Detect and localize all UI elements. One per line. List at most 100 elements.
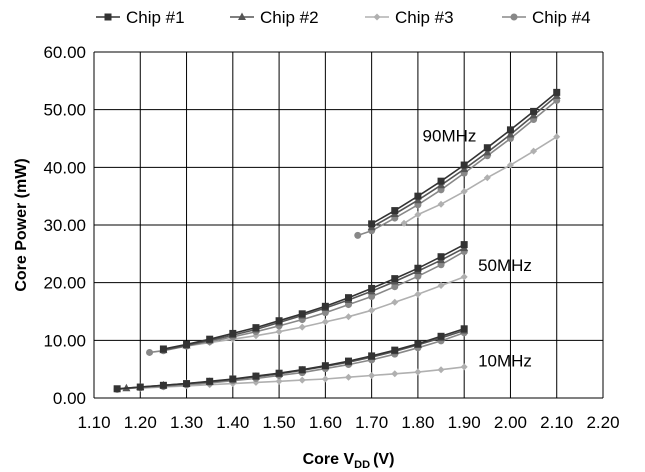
data-point bbox=[506, 129, 515, 138]
data-point bbox=[391, 283, 399, 291]
series-chip-4 bbox=[113, 96, 561, 393]
data-point bbox=[368, 352, 376, 360]
x-axis-title: Core VDD (V) bbox=[303, 451, 395, 471]
data-point bbox=[506, 161, 514, 169]
y-tick-label: 40.00 bbox=[43, 158, 86, 177]
data-point bbox=[437, 253, 445, 261]
x-tick-label: 1.30 bbox=[170, 413, 203, 432]
x-axis-title-unit: (V) bbox=[373, 451, 394, 468]
data-point bbox=[460, 363, 468, 371]
data-point bbox=[483, 174, 491, 182]
data-point bbox=[414, 272, 422, 280]
x-tick-label: 1.50 bbox=[263, 413, 296, 432]
data-point bbox=[391, 346, 399, 354]
data-point bbox=[275, 317, 283, 325]
data-point bbox=[437, 366, 445, 374]
grid-lines bbox=[93, 51, 604, 399]
data-point bbox=[530, 147, 538, 155]
x-tick-label: 2.10 bbox=[540, 413, 573, 432]
data-point bbox=[159, 345, 167, 353]
series-line bbox=[357, 99, 558, 237]
series-line bbox=[117, 332, 465, 391]
data-point bbox=[252, 372, 260, 380]
data-point bbox=[506, 126, 514, 134]
y-tick-label: 0.00 bbox=[53, 389, 86, 408]
data-point bbox=[354, 231, 362, 239]
data-point bbox=[530, 107, 538, 115]
x-tick-label: 1.10 bbox=[77, 413, 110, 432]
data-point bbox=[414, 211, 422, 219]
data-point bbox=[275, 369, 283, 377]
data-point bbox=[368, 293, 376, 301]
data-point bbox=[275, 328, 283, 336]
frequency-label: 50MHz bbox=[478, 256, 532, 275]
x-tick-label: 2.20 bbox=[586, 413, 619, 432]
legend-item: Chip #4 bbox=[502, 8, 591, 27]
data-point bbox=[206, 377, 214, 385]
data-point bbox=[321, 318, 329, 326]
legend-marker bbox=[510, 13, 518, 21]
data-point bbox=[345, 294, 352, 302]
data-point bbox=[275, 377, 283, 385]
data-point bbox=[368, 306, 376, 314]
data-point bbox=[159, 381, 167, 389]
y-axis-title: Core Power (mW) bbox=[13, 158, 30, 291]
data-point bbox=[460, 273, 468, 281]
data-point bbox=[183, 340, 191, 348]
x-tick-label: 1.20 bbox=[124, 413, 157, 432]
data-point bbox=[391, 275, 399, 283]
series-line bbox=[163, 247, 465, 351]
x-tick-label: 1.70 bbox=[355, 413, 388, 432]
data-point bbox=[345, 373, 352, 381]
data-point bbox=[252, 324, 260, 332]
data-point bbox=[391, 370, 399, 378]
data-point bbox=[345, 313, 352, 321]
data-point bbox=[553, 88, 561, 96]
data-point bbox=[414, 368, 422, 376]
data-point bbox=[368, 220, 376, 228]
data-point bbox=[136, 383, 144, 391]
data-point bbox=[113, 385, 121, 393]
data-point bbox=[414, 290, 422, 298]
data-point bbox=[414, 192, 422, 200]
series-line bbox=[163, 243, 465, 350]
data-point bbox=[146, 348, 154, 356]
y-tick-label: 60.00 bbox=[43, 43, 86, 62]
legend-label: Chip #2 bbox=[260, 8, 319, 27]
y-tick-label: 30.00 bbox=[43, 216, 86, 235]
data-point bbox=[483, 144, 491, 152]
legend-item: Chip #1 bbox=[96, 8, 185, 27]
series-line bbox=[117, 328, 465, 390]
data-point bbox=[229, 375, 237, 383]
data-point bbox=[437, 332, 445, 340]
legend-marker bbox=[238, 12, 246, 20]
x-tick-labels: 1.10 1.20 1.30 1.40 1.50 1.60 1.70 1.80 1.90 2.00… bbox=[77, 413, 619, 432]
data-point bbox=[345, 357, 352, 365]
legend-label: Chip #4 bbox=[532, 8, 591, 27]
x-tick-label: 1.60 bbox=[309, 413, 342, 432]
data-point bbox=[460, 188, 468, 196]
y-tick-label: 50.00 bbox=[43, 101, 86, 120]
legend-item: Chip #2 bbox=[230, 8, 319, 27]
data-point bbox=[460, 325, 468, 333]
legend-item: Chip #3 bbox=[365, 8, 454, 27]
data-point bbox=[400, 219, 408, 227]
data-point bbox=[437, 200, 445, 208]
legend-marker bbox=[373, 13, 381, 21]
x-axis-title-subscript: DD bbox=[354, 459, 370, 471]
data-point bbox=[553, 133, 561, 141]
frequency-label: 90MHz bbox=[423, 126, 477, 145]
legend-label: Chip #1 bbox=[126, 8, 185, 27]
legend: Chip #1 Chip #2 Chip #3 Chip #4 bbox=[96, 8, 591, 27]
data-point bbox=[298, 366, 306, 374]
data-point bbox=[229, 329, 237, 337]
series-layer bbox=[113, 88, 561, 393]
x-tick-label: 2.00 bbox=[494, 413, 527, 432]
data-point bbox=[391, 298, 399, 306]
series-chip-1 bbox=[113, 88, 561, 393]
frequency-label: 10MHz bbox=[478, 351, 532, 370]
annotations: 90MHz 50MHz 10MHz bbox=[423, 126, 532, 370]
data-point bbox=[437, 282, 445, 290]
data-point bbox=[391, 207, 399, 215]
y-tick-label: 20.00 bbox=[43, 274, 86, 293]
